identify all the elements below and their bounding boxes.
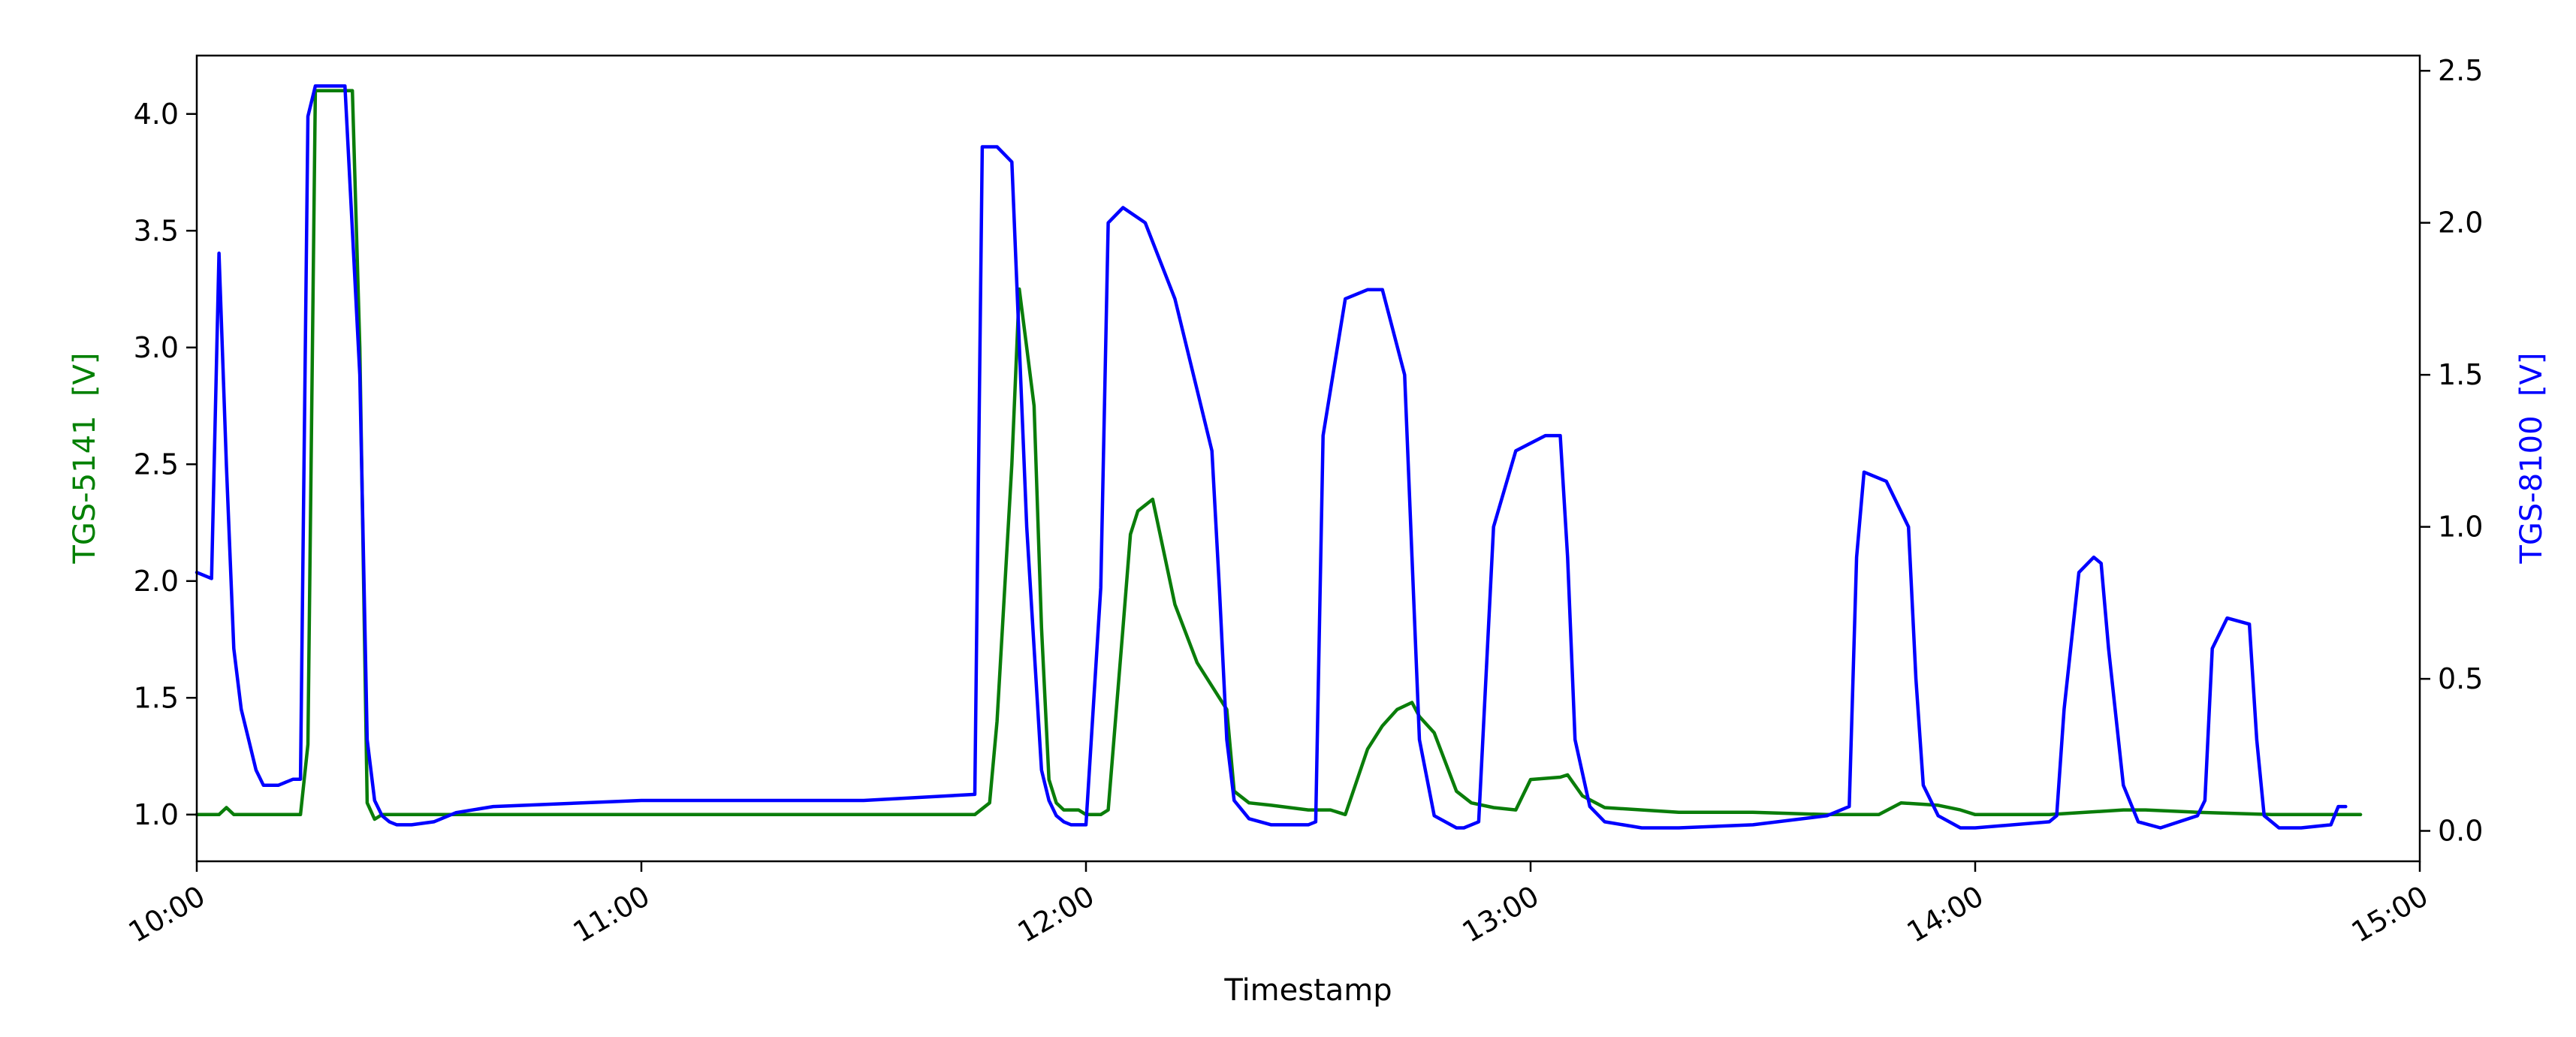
right-y-axis-label: TGS-8100 [V]: [2514, 352, 2549, 564]
right-y-tick-label: 1.5: [2438, 358, 2483, 391]
plot-frame: [195, 54, 2421, 863]
left-y-tick-label: 3.5: [134, 214, 179, 247]
left-y-tick-label: 2.0: [134, 565, 179, 598]
right-y-tick-label: 1.0: [2438, 511, 2483, 544]
right-y-tick-label: 0.0: [2438, 815, 2483, 848]
left-y-tick-label: 1.5: [134, 681, 179, 714]
right-y-tick-label: 0.5: [2438, 662, 2483, 695]
x-tick-label: 10:00: [123, 879, 211, 949]
right-y-tick-label: 2.0: [2438, 206, 2483, 240]
x-tick-label: 11:00: [568, 879, 656, 949]
series-line-tgs-8100: [195, 84, 2348, 830]
generated-chart-elements: 10:00 11:00 12:00 13:00 14:00 15:00 1.0 1.5 2.0 2…: [123, 54, 2484, 949]
series-line-tgs-5141: [195, 89, 2363, 821]
x-axis-label: Timestamp: [1223, 973, 1392, 1008]
right-y-tick-label: 2.5: [2438, 54, 2483, 87]
x-tick-label: 14:00: [1902, 879, 1989, 949]
left-y-tick-label: 1.0: [134, 798, 179, 831]
left-y-tick-label: 2.5: [134, 448, 179, 481]
left-y-tick-label: 4.0: [134, 98, 179, 131]
x-tick-label: 13:00: [1457, 879, 1545, 949]
left-y-axis-label: TGS-5141 [V]: [68, 352, 102, 564]
x-tick-label: 12:00: [1012, 879, 1100, 949]
left-y-tick-label: 3.0: [134, 331, 179, 364]
x-tick-label: 15:00: [2346, 879, 2434, 949]
